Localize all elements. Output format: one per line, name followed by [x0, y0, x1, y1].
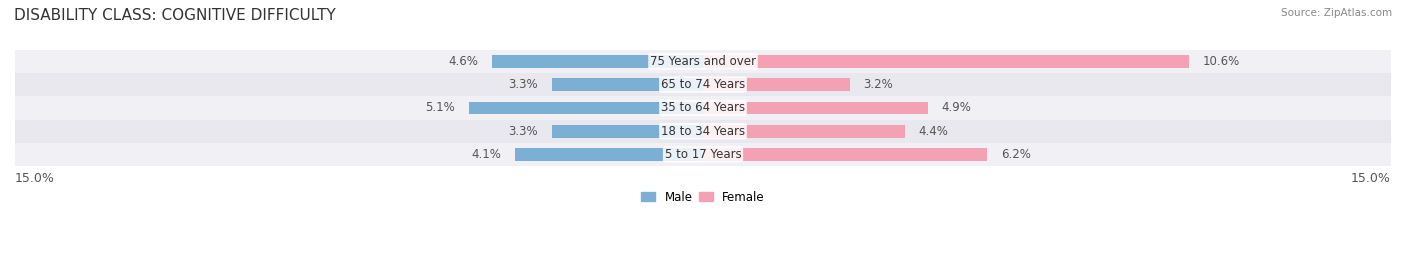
Bar [15, 120, 1391, 143]
Text: 15.0%: 15.0% [1351, 172, 1391, 185]
Text: DISABILITY CLASS: COGNITIVE DIFFICULTY: DISABILITY CLASS: COGNITIVE DIFFICULTY [14, 8, 336, 23]
Bar [703, 78, 849, 91]
Text: 4.6%: 4.6% [449, 55, 478, 68]
Text: 3.2%: 3.2% [863, 78, 893, 91]
Bar [15, 73, 1391, 96]
Bar [551, 125, 703, 138]
Bar [15, 50, 1391, 73]
Bar [703, 148, 987, 161]
Bar [703, 55, 1189, 68]
Bar [703, 102, 928, 114]
Bar [492, 55, 703, 68]
Text: 4.9%: 4.9% [942, 102, 972, 114]
Text: 35 to 64 Years: 35 to 64 Years [661, 102, 745, 114]
Bar [515, 148, 703, 161]
Text: 4.4%: 4.4% [918, 125, 949, 138]
Text: 65 to 74 Years: 65 to 74 Years [661, 78, 745, 91]
Text: 75 Years and over: 75 Years and over [650, 55, 756, 68]
Legend: Male, Female: Male, Female [637, 186, 769, 208]
Text: 5.1%: 5.1% [426, 102, 456, 114]
Text: 10.6%: 10.6% [1204, 55, 1240, 68]
Bar [15, 96, 1391, 120]
Bar [15, 143, 1391, 166]
Text: 6.2%: 6.2% [1001, 148, 1031, 161]
Text: 15.0%: 15.0% [15, 172, 55, 185]
Text: 4.1%: 4.1% [471, 148, 501, 161]
Text: Source: ZipAtlas.com: Source: ZipAtlas.com [1281, 8, 1392, 18]
Text: 3.3%: 3.3% [508, 78, 538, 91]
Text: 18 to 34 Years: 18 to 34 Years [661, 125, 745, 138]
Bar [703, 125, 905, 138]
Bar [470, 102, 703, 114]
Text: 3.3%: 3.3% [508, 125, 538, 138]
Text: 5 to 17 Years: 5 to 17 Years [665, 148, 741, 161]
Bar [551, 78, 703, 91]
